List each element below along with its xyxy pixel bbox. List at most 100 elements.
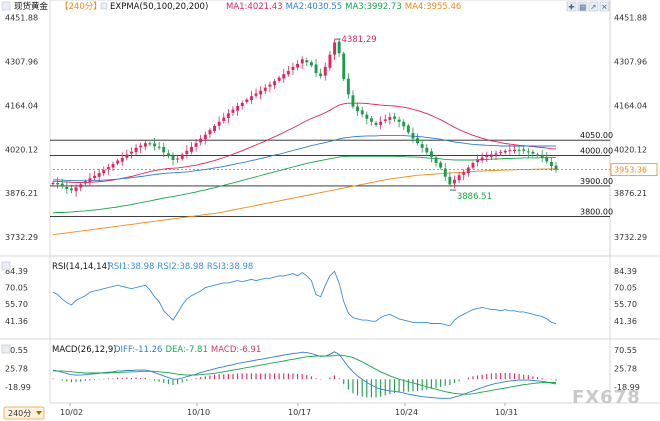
chevron-down-icon <box>36 411 42 415</box>
candle <box>453 175 456 189</box>
candle <box>231 105 235 116</box>
candle <box>273 78 276 89</box>
price-panel-frame <box>49 0 611 257</box>
candle <box>550 157 553 171</box>
timeframe-badge[interactable]: 240分 <box>3 406 45 420</box>
candle <box>93 170 96 181</box>
rsi-legend-item: RSI2:38.98 <box>157 262 203 272</box>
layout-icon: ▦ <box>579 3 586 12</box>
timeframe-label[interactable]: 【240分】 <box>60 2 102 12</box>
rsi-tick-right: 55.70 <box>614 300 637 309</box>
candle <box>365 111 369 125</box>
candle <box>97 168 101 182</box>
crosshair-button[interactable]: ✚ <box>566 1 577 12</box>
price-tick-left: 4020.12 <box>5 145 38 154</box>
candle <box>116 158 120 166</box>
ema-line-1 <box>53 102 557 184</box>
layout-button[interactable]: ▦ <box>577 1 588 12</box>
last-price-label: 3953.36 <box>614 166 647 175</box>
macd-tick-right: 70.55 <box>614 346 637 355</box>
candle <box>333 39 336 61</box>
price-levels: 4050.00 4000.00 3900.00 3800.00 <box>50 131 613 217</box>
candle <box>522 145 526 154</box>
candle <box>370 115 373 126</box>
candle <box>476 154 479 167</box>
price-annotations: 4381.29 3886.51 <box>334 35 492 202</box>
export-button[interactable]: ↗ <box>588 1 599 12</box>
candle <box>70 184 73 194</box>
candle <box>180 152 184 161</box>
candle <box>374 120 378 127</box>
macd-y-axis: 70.55 70.55 25.78 25.78 -18.99 -18.99 <box>5 346 640 392</box>
candle <box>217 116 221 131</box>
candle <box>157 141 161 150</box>
rsi-series <box>52 270 557 327</box>
rsi-y-axis: 84.39 84.39 70.05 70.05 55.70 55.70 41.36 41.36 <box>5 267 637 326</box>
rsi-tick-right: 70.05 <box>614 283 637 292</box>
price-candles <box>51 39 558 197</box>
candle <box>351 90 355 110</box>
candle <box>420 139 424 153</box>
candle <box>203 131 207 145</box>
rsi-label: RSI(14,14,14) <box>52 262 110 272</box>
macd-legend-item: MACD:-6.91 <box>211 345 261 355</box>
ema-line-3 <box>52 155 556 214</box>
candle <box>213 123 216 133</box>
macd-tick-left: 70.55 <box>5 346 28 355</box>
price-tick-right: 4164.04 <box>614 101 647 110</box>
candle <box>185 145 189 159</box>
candle <box>139 142 143 153</box>
candle <box>166 149 170 159</box>
candle <box>494 150 498 160</box>
price-tick-left: 4307.96 <box>5 57 38 66</box>
candle <box>282 68 286 83</box>
macd-legend-item: DEA:-7.81 <box>165 345 207 355</box>
candle <box>106 163 110 175</box>
candle <box>425 144 429 156</box>
candle <box>319 68 323 79</box>
candle <box>153 138 156 151</box>
candle <box>111 161 115 172</box>
rsi-tick-left: 70.05 <box>5 283 28 292</box>
price-tick-left: 4164.04 <box>5 101 38 110</box>
candle <box>388 112 392 125</box>
candle <box>314 58 318 78</box>
ema-line-2 <box>53 135 557 182</box>
candle <box>434 154 438 167</box>
macd-lines <box>52 351 557 399</box>
rsi-legend: RSI(14,14,14) RSI1:38.98 RSI2:38.98 RSI3:3… <box>1 261 253 272</box>
candle <box>277 75 281 83</box>
candle <box>310 60 313 68</box>
last-price-marker: 3953.36 <box>53 163 658 177</box>
candle <box>448 171 452 187</box>
time-tick-label: 10/02 <box>60 408 83 417</box>
candle <box>148 141 152 147</box>
candle <box>536 152 539 158</box>
candle <box>125 149 129 161</box>
candle <box>190 141 193 155</box>
candle <box>540 149 544 163</box>
candle <box>356 102 359 117</box>
candle <box>222 112 226 124</box>
ma-legend-item: MA4:3955.46 <box>405 2 462 12</box>
level-label: 4000.00 <box>580 146 613 155</box>
close-button[interactable]: ✕ <box>599 1 610 12</box>
last-price-box <box>610 163 658 177</box>
time-tick-label: 10/31 <box>495 408 518 417</box>
candle <box>194 138 198 152</box>
rsi-tick-right: 84.39 <box>614 267 637 276</box>
macd-toggle-icon[interactable] <box>1 344 11 354</box>
rsi-tick-right: 41.36 <box>614 317 637 326</box>
rsi-tick-left: 84.39 <box>5 267 28 276</box>
candle <box>397 116 401 128</box>
macd-dea-line <box>53 354 556 395</box>
macd-legend: MACD(26,12,9) DIFF:-11.26 DEA:-7.81 MACD:-… <box>1 344 261 355</box>
candle <box>240 100 244 110</box>
legend-expand-icon[interactable] <box>100 2 108 10</box>
candle <box>51 181 55 186</box>
macd-tick-left: -18.99 <box>5 383 31 392</box>
candle <box>379 116 383 130</box>
legend-toggle-icon[interactable] <box>1 1 11 11</box>
annotation-label: 4381.29 <box>341 35 376 45</box>
rsi-toggle-icon[interactable] <box>1 261 11 271</box>
